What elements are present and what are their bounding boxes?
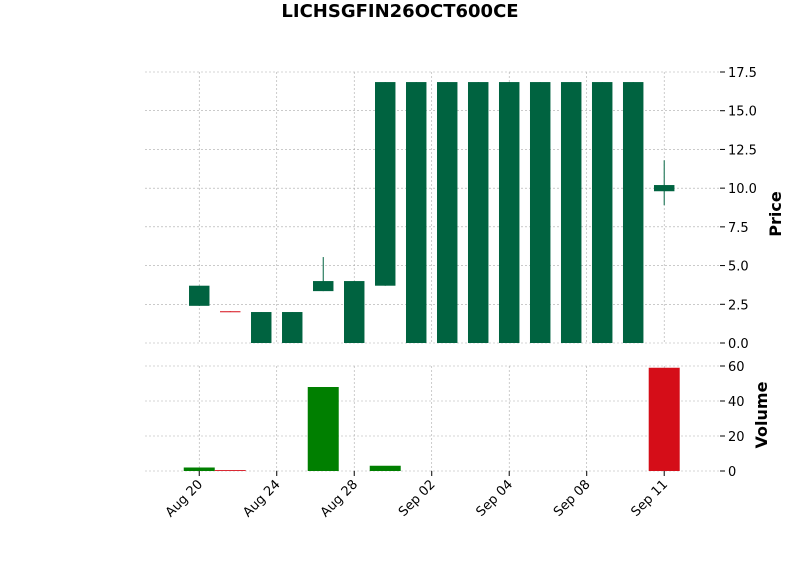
- y-tick-label: 2.5: [728, 298, 749, 313]
- candle-body: [498, 82, 520, 344]
- y-tick-label: 7.5: [728, 221, 749, 236]
- y2-tick-label: 0: [728, 465, 736, 480]
- candle-body: [251, 312, 272, 343]
- y2-axis-label: Volume: [752, 381, 771, 448]
- x-tick-label: Sep 08: [551, 477, 594, 520]
- candle-body: [220, 311, 241, 313]
- y-tick-label: 15.0: [728, 105, 757, 120]
- x-tick-label: Aug 24: [240, 477, 283, 520]
- y-tick-label: 5.0: [728, 260, 749, 275]
- volume-bar: [183, 467, 215, 471]
- candle-body: [560, 82, 582, 344]
- candle-body: [405, 82, 427, 344]
- x-tick-label: Sep 04: [473, 477, 516, 520]
- candle-body: [529, 82, 551, 344]
- candle-body: [653, 185, 675, 192]
- x-tick-label: Aug 20: [163, 477, 206, 520]
- y-tick-label: 10.0: [728, 182, 757, 197]
- y-axis-label: Price: [766, 191, 785, 237]
- y2-tick-label: 40: [728, 395, 745, 410]
- x-tick-label: Sep 02: [396, 477, 439, 520]
- candle-body: [591, 82, 613, 344]
- volume-bar: [648, 367, 680, 471]
- y2-tick-label: 20: [728, 430, 745, 445]
- volume-bar: [369, 465, 401, 471]
- volume-bar: [214, 470, 246, 471]
- chart-title: LICHSGFIN26OCT600CE: [281, 1, 518, 22]
- candle-body: [622, 82, 644, 344]
- candle-body: [344, 281, 365, 343]
- candle-body: [282, 312, 303, 343]
- candle-body: [436, 82, 458, 344]
- x-tick-label: Aug 28: [318, 477, 361, 520]
- y-tick-label: 17.5: [728, 66, 757, 81]
- y2-tick-label: 60: [728, 360, 745, 375]
- y-tick-label: 12.5: [728, 143, 757, 158]
- candle-body: [375, 82, 396, 286]
- y-tick-label: 0.0: [728, 337, 749, 352]
- candle-body: [467, 82, 489, 344]
- candle-body: [313, 281, 334, 292]
- candle-body: [189, 285, 210, 306]
- volume-bar: [307, 387, 339, 471]
- x-tick-label: Sep 11: [628, 477, 671, 520]
